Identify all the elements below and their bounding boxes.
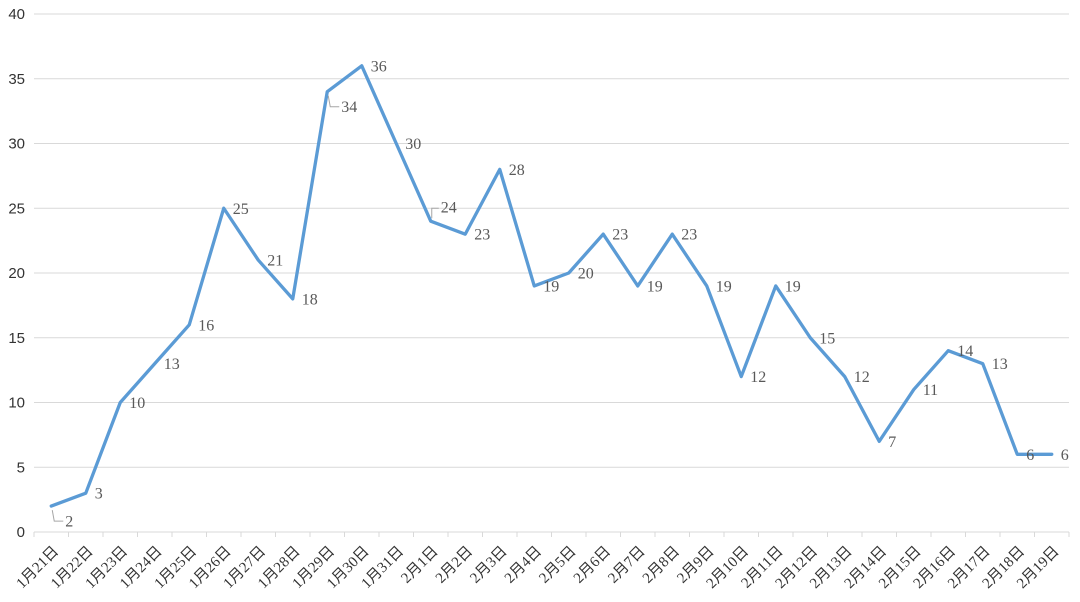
- y-axis-label: 40: [8, 6, 25, 23]
- data-point-label: 19: [716, 278, 732, 295]
- data-point-label: 16: [198, 317, 214, 334]
- data-point-label: 6: [1026, 447, 1034, 464]
- leader-line: [431, 207, 439, 219]
- data-point-label: 11: [923, 382, 938, 399]
- data-point-label: 23: [612, 227, 628, 244]
- y-axis-label: 35: [8, 71, 25, 88]
- x-axis: [33, 531, 1070, 537]
- x-axis-label: 2月3日: [467, 544, 510, 587]
- x-axis-label: 2月8日: [640, 544, 683, 587]
- data-point-label: 36: [371, 58, 387, 75]
- data-point-label: 10: [129, 395, 145, 412]
- x-axis-label: 2月7日: [605, 544, 648, 587]
- data-point-label: 13: [992, 356, 1008, 373]
- y-gridlines: [34, 13, 1069, 468]
- label-leader-lines: [51, 95, 439, 522]
- data-point-label: 23: [681, 227, 697, 244]
- data-point-label: 12: [750, 369, 766, 386]
- data-point-label: 18: [302, 291, 318, 308]
- x-axis-label: 2月5日: [536, 544, 579, 587]
- x-axis-label: 2月4日: [502, 544, 545, 587]
- leader-line: [327, 95, 340, 108]
- data-point-label: 19: [543, 278, 559, 295]
- data-point-label: 30: [405, 136, 421, 153]
- y-axis-label: 15: [8, 330, 25, 347]
- x-axis-label: 2月6日: [571, 544, 614, 587]
- data-point-label: 13: [164, 356, 180, 373]
- x-axis-label: 2月1日: [398, 544, 441, 587]
- data-point-label: 19: [647, 278, 663, 295]
- data-series-line: [49, 64, 1054, 508]
- data-point-label: 6: [1061, 447, 1069, 464]
- data-point-label: 15: [819, 330, 835, 347]
- data-point-label: 21: [267, 253, 283, 270]
- data-point-label: 7: [888, 434, 896, 451]
- x-axis-label: 2月2日: [433, 544, 476, 587]
- y-axis-label: 5: [17, 459, 25, 476]
- data-point-label: 19: [785, 278, 801, 295]
- leader-line: [51, 510, 64, 522]
- x-axis-labels: 1月21日1月22日1月23日1月24日1月25日1月26日1月27日1月28日…: [14, 544, 1063, 592]
- y-axis-label: 20: [8, 265, 25, 282]
- y-axis-label: 10: [8, 395, 25, 412]
- data-point-label: 12: [854, 369, 870, 386]
- data-point-label: 34: [341, 99, 357, 116]
- data-point-label: 28: [509, 162, 525, 179]
- y-axis-label: 25: [8, 200, 25, 217]
- data-point-label: 20: [578, 266, 594, 283]
- data-point-label: 23: [474, 227, 490, 244]
- series-line: [49, 64, 1054, 508]
- data-point-labels: 2310131625211834363024232819202319231912…: [65, 58, 1069, 530]
- y-axis-label: 0: [17, 524, 25, 541]
- data-point-label: 25: [233, 201, 249, 218]
- data-point-label: 14: [957, 343, 973, 360]
- data-point-label: 24: [441, 200, 457, 217]
- data-point-label: 2: [65, 514, 73, 531]
- y-axis-labels: 0 5 10 15 20 25 30 35 40: [8, 6, 25, 541]
- y-axis-label: 30: [8, 136, 25, 153]
- data-point-label: 3: [95, 486, 103, 503]
